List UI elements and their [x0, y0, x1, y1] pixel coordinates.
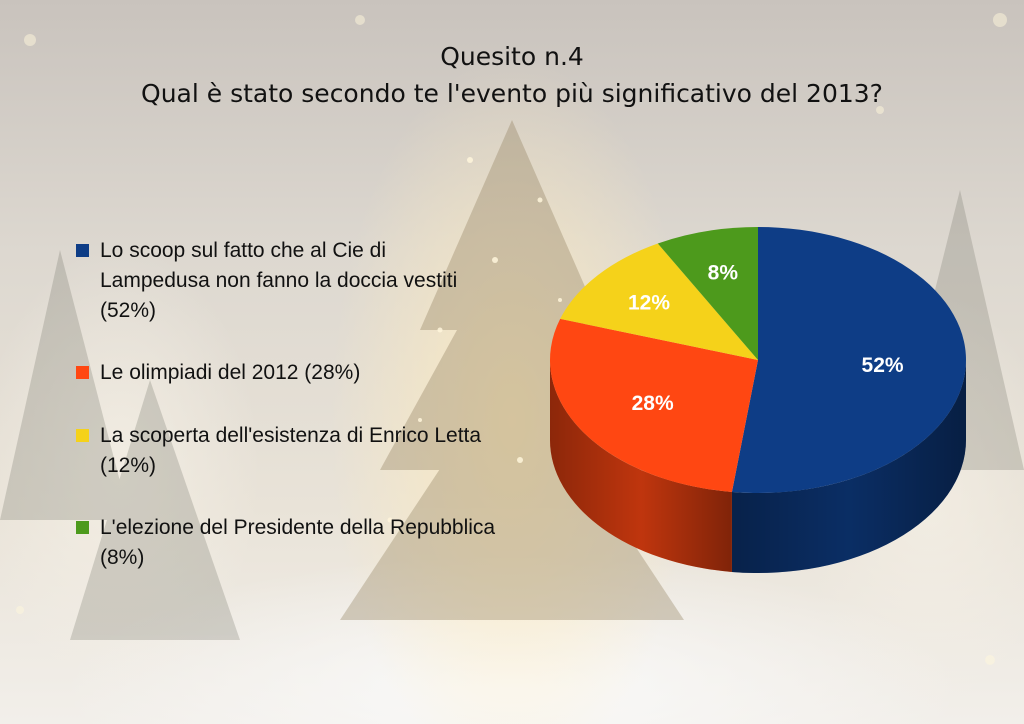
pie-chart: 52% 28% 12% 8% [550, 227, 966, 573]
legend-swatch-2 [76, 429, 89, 442]
title-line-1: Quesito n.4 [440, 42, 584, 71]
legend-item-0: Lo scoop sul fatto che al Cie di Lampedu… [76, 236, 496, 326]
pie-data-labels: 52% 28% 12% 8% [628, 261, 904, 414]
legend-item-1: Le olimpiadi del 2012 (28%) [76, 358, 496, 388]
legend-swatch-0 [76, 244, 89, 257]
pie-slice-2 [560, 243, 758, 360]
pie-3d-sides [550, 360, 966, 573]
pie-slices [550, 227, 966, 493]
legend-label-2: La scoperta dell'esistenza di Enrico Let… [100, 424, 482, 477]
pie-slice-3 [657, 227, 758, 360]
legend-label-1: Le olimpiadi del 2012 (28%) [100, 361, 361, 384]
title-line-2: Qual è stato secondo te l'evento più sig… [141, 79, 883, 108]
legend-label-0: Lo scoop sul fatto che al Cie di Lampedu… [100, 239, 458, 322]
pie-slice-1 [550, 318, 758, 492]
chart-title: Quesito n.4 Qual è stato secondo te l'ev… [0, 38, 1024, 112]
chart-legend: Lo scoop sul fatto che al Cie di Lampedu… [76, 236, 496, 605]
legend-item-2: La scoperta dell'esistenza di Enrico Let… [76, 421, 496, 481]
pie-data-label-2: 12% [628, 291, 670, 314]
legend-swatch-3 [76, 521, 89, 534]
legend-item-3: L'elezione del Presidente della Repubbli… [76, 513, 496, 573]
pie-data-label-3: 8% [708, 261, 739, 284]
legend-label-3: L'elezione del Presidente della Repubbli… [100, 516, 496, 569]
pie-data-label-0: 52% [862, 354, 904, 377]
pie-data-label-1: 28% [632, 392, 674, 415]
pie-side-shade-1 [550, 360, 732, 572]
pie-side-shade-0 [731, 360, 966, 573]
legend-swatch-1 [76, 366, 89, 379]
pie-slice-0 [731, 227, 966, 493]
